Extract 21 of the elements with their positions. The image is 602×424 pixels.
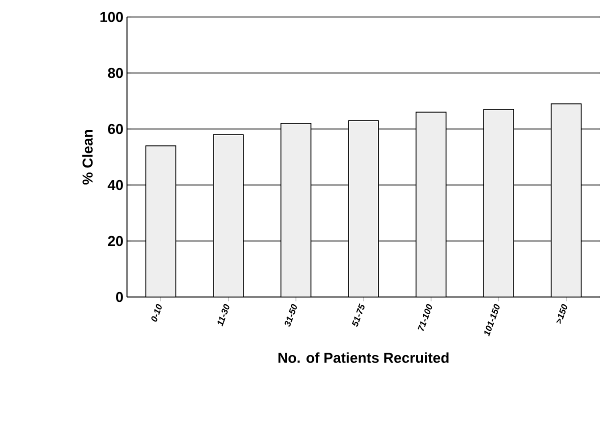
bar	[212, 134, 244, 297]
x-tick-label: 71-100	[418, 304, 432, 332]
y-tick-label: 60	[108, 124, 123, 134]
x-tick-label: >150	[556, 304, 568, 324]
x-axis-title: No. of Patients Recruited	[278, 352, 449, 363]
y-tick-label: 20	[108, 236, 123, 246]
x-tick-label: 11-30	[218, 304, 230, 326]
bar	[550, 103, 582, 297]
y-tick-label: 0	[116, 292, 123, 302]
x-tick-label: 51-75	[352, 303, 364, 327]
x-tick-label: 0-10	[151, 304, 162, 322]
bar	[145, 145, 176, 297]
bar	[280, 123, 312, 297]
y-axis-title: % Clean	[82, 130, 93, 185]
bar	[348, 120, 379, 297]
y-tick-label: 80	[108, 68, 123, 78]
y-tick-label: 100	[100, 12, 123, 22]
x-tick-label: 31-50	[284, 304, 297, 327]
bar	[483, 109, 514, 297]
bar	[416, 112, 446, 297]
y-tick-label: 40	[108, 180, 123, 190]
